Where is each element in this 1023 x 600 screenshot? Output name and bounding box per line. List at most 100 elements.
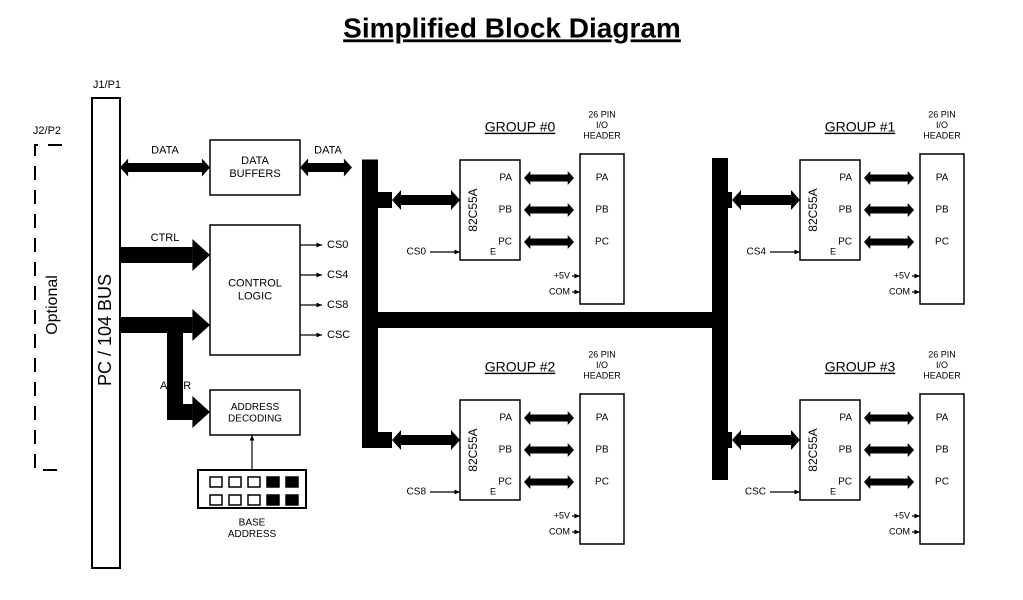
port-arrow-icon — [864, 171, 914, 185]
header-port-label: PC — [935, 477, 949, 488]
power-arrow-icon — [914, 514, 920, 519]
bus-to-chip-arrow — [732, 430, 800, 450]
addr-into-decode — [167, 404, 192, 420]
e-pin-label: E — [830, 246, 836, 256]
power-arrow-icon — [914, 530, 920, 535]
ctrl-arrow — [120, 247, 192, 263]
port-arrow-icon — [524, 443, 574, 457]
port-arrow-icon — [524, 203, 574, 217]
header-port-label: PC — [935, 237, 949, 248]
cs-arrow-icon — [316, 273, 322, 278]
group-title: GROUP #0 — [485, 119, 556, 135]
header-port-label: PC — [595, 477, 609, 488]
group-1: GROUP #182C55AEPAPBPC26 PINI/OHEADERPAPB… — [732, 110, 964, 304]
header-port-label: PB — [595, 445, 609, 456]
port-label: PB — [499, 445, 513, 456]
power-arrow-icon — [574, 290, 580, 295]
header-port-label: PC — [595, 237, 609, 248]
power-label: +5V — [894, 510, 910, 520]
bus-segment — [362, 192, 378, 320]
addr-into-ctrl — [167, 317, 192, 333]
header-port-label: PB — [935, 205, 949, 216]
j2p2-label: J2/P2 — [33, 125, 61, 137]
group-title: GROUP #1 — [825, 119, 896, 135]
power-label: +5V — [554, 510, 570, 520]
cs-in-label: CS4 — [747, 247, 767, 258]
header-label: 26 PINI/OHEADER — [923, 110, 961, 141]
cs-arrow-icon — [316, 333, 322, 338]
header-port-label: PB — [595, 205, 609, 216]
jumper-pin — [210, 495, 222, 505]
page-title: Simplified Block Diagram — [343, 12, 681, 43]
port-arrow-icon — [524, 411, 574, 425]
port-arrow-icon — [864, 235, 914, 249]
cs-arrow-icon — [316, 303, 322, 308]
port-label: PC — [838, 477, 852, 488]
jumper-pin — [210, 477, 222, 487]
port-label: PA — [499, 413, 512, 424]
data-out-arrow — [300, 159, 352, 177]
jumper-pin — [267, 477, 279, 487]
addr-label: ADDR — [160, 380, 191, 392]
cs-label: CS8 — [327, 299, 348, 311]
cs-in-arrow-icon — [794, 250, 800, 255]
power-label: COM — [549, 526, 570, 536]
port-label: PC — [838, 237, 852, 248]
group-2: GROUP #282C55AEPAPBPC26 PINI/OHEADERPAPB… — [392, 350, 624, 544]
bus-label: PC / 104 BUS — [95, 274, 115, 386]
data-label-right: DATA — [314, 144, 342, 156]
port-label: PA — [499, 173, 512, 184]
power-label: COM — [889, 286, 910, 296]
power-arrow-icon — [574, 514, 580, 519]
group-3: GROUP #382C55AEPAPBPC26 PINI/OHEADERPAPB… — [732, 350, 964, 544]
bus-segment — [712, 192, 732, 208]
optional-label: Optional — [44, 275, 61, 335]
power-arrow-icon — [574, 274, 580, 279]
addr-bus — [120, 317, 175, 333]
cs-in-arrow-icon — [454, 250, 460, 255]
cs-label: CS4 — [327, 269, 348, 281]
header-port-label: PA — [936, 413, 949, 424]
data-arrow-icon — [120, 159, 210, 177]
power-label: +5V — [894, 270, 910, 280]
jumper-pin — [229, 477, 241, 487]
chip-label: 82C55A — [466, 428, 480, 471]
header-port-label: PA — [936, 173, 949, 184]
port-arrow-icon — [864, 475, 914, 489]
group-title: GROUP #2 — [485, 359, 556, 375]
jumper-pin — [267, 495, 279, 505]
cs-label: CSC — [327, 329, 350, 341]
bus-segment — [362, 320, 378, 448]
bus-to-chip-arrow — [732, 190, 800, 210]
cs-in-arrow-icon — [454, 490, 460, 495]
bus-to-chip-arrow — [392, 430, 460, 450]
port-label: PA — [839, 173, 852, 184]
group-title: GROUP #3 — [825, 359, 896, 375]
header-port-label: PB — [935, 445, 949, 456]
cs-label: CS0 — [327, 239, 348, 251]
group-0: GROUP #082C55AEPAPBPC26 PINI/OHEADERPAPB… — [392, 110, 624, 304]
data-label-left: DATA — [151, 144, 179, 156]
header-label: 26 PINI/OHEADER — [923, 350, 961, 381]
jumper-pin — [248, 477, 260, 487]
cs-in-label: CS8 — [407, 487, 427, 498]
data-buffers-label: DATABUFFERS — [229, 155, 280, 180]
power-arrow-icon — [574, 530, 580, 535]
cs-in-label: CS0 — [407, 247, 427, 258]
port-label: PC — [498, 237, 512, 248]
e-pin-label: E — [490, 246, 496, 256]
port-arrow-icon — [864, 443, 914, 457]
port-arrow-icon — [864, 411, 914, 425]
jumper-pin — [248, 495, 260, 505]
ctrl-label: CTRL — [151, 232, 180, 244]
port-label: PA — [839, 413, 852, 424]
base-address-label: BASEADDRESS — [228, 517, 277, 540]
j1p1-label: J1/P1 — [93, 79, 121, 91]
main-bus-h — [362, 312, 728, 328]
arrow-icon — [250, 435, 255, 441]
cs-in-label: CSC — [745, 487, 766, 498]
port-arrow-icon — [524, 235, 574, 249]
port-arrow-icon — [524, 475, 574, 489]
port-label: PC — [498, 477, 512, 488]
jumper-pin — [229, 495, 241, 505]
